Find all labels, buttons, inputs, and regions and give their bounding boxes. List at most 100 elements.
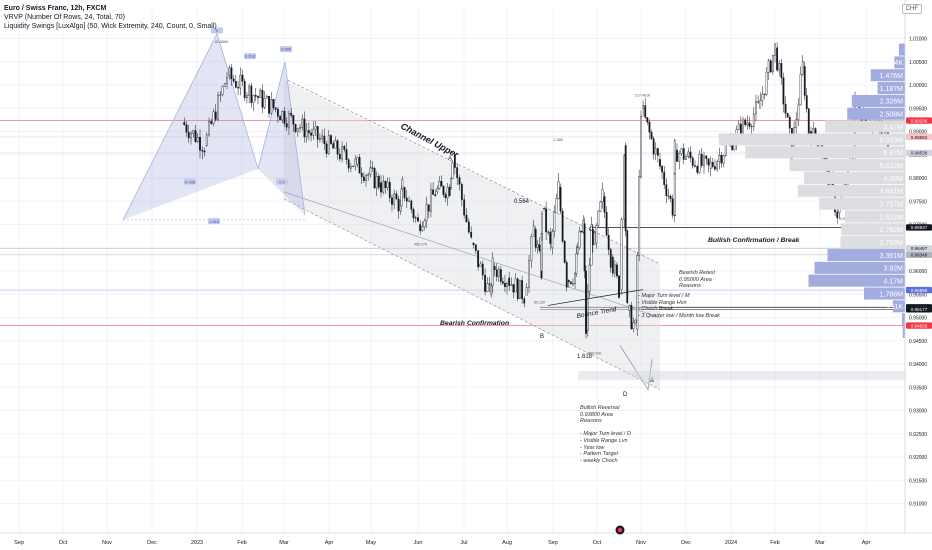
candle-body [618, 275, 620, 298]
candle-body [375, 176, 378, 189]
candle-body [561, 210, 564, 242]
bearish-confirmation-label: Bearish Confirmation [440, 320, 509, 327]
volume-profile-row [841, 223, 905, 236]
candle-body [292, 115, 295, 125]
candle-body [288, 113, 290, 128]
candle-body [423, 220, 426, 227]
candle-body [283, 110, 286, 124]
candle-body [354, 158, 357, 167]
x-tick-label: May [366, 540, 377, 546]
candle-body [199, 137, 201, 151]
candle-body [208, 121, 210, 136]
candle-body [682, 148, 685, 160]
candle-body [314, 126, 317, 130]
candle-body [491, 257, 494, 287]
candle-body [676, 149, 678, 162]
x-tick-label: Mar [815, 540, 825, 546]
candle-body [590, 224, 593, 266]
candle-body [484, 274, 487, 292]
symbol-title[interactable]: Euro / Swiss Franc, 12h, FXCM [4, 5, 107, 12]
volume-profile-row [892, 300, 905, 313]
y-tick-label: 1.01000 [909, 37, 927, 43]
volume-profile-label: 6.97M [884, 150, 904, 157]
candle-body [769, 60, 772, 73]
y-tick-label: 0.91500 [909, 478, 927, 484]
candle-body [574, 272, 576, 284]
candle-body [771, 54, 774, 73]
liquidity-swing-label: 465.07K [414, 242, 428, 246]
candle-body [786, 113, 789, 118]
candle-body [434, 194, 437, 197]
candle-body [795, 119, 798, 128]
candle-body [228, 67, 231, 76]
bearish-retest-note: Bearish Retest 0.95000 Area Reasons [679, 270, 716, 290]
candle-body [700, 153, 703, 166]
candle-body [656, 148, 659, 156]
point-b-label: B [540, 334, 544, 340]
candle-body [281, 110, 284, 121]
candle-body [472, 242, 475, 245]
candle-body [341, 146, 343, 160]
volume-profile-label: 5.022M [880, 163, 904, 170]
candle-body [757, 101, 760, 103]
pattern-ratio-label: 0.786 [185, 179, 196, 184]
volume-profile-label: 2.508M [880, 112, 904, 119]
liquidity-swings-indicator-label[interactable]: Liquidity Swings [LuxAlgo] (50, Wick Ext… [4, 23, 217, 30]
candle-body [761, 93, 764, 101]
candle-body [630, 305, 633, 330]
candle-body [327, 135, 330, 154]
candle-body [778, 63, 781, 71]
candle-body [460, 184, 463, 200]
candle-body [696, 166, 699, 173]
bullish-confirmation-label: Bullish Confirmation / Break [708, 237, 801, 244]
pattern-ratio-box [184, 178, 196, 185]
candle-body [716, 161, 719, 170]
currency-badge[interactable]: CHF [901, 4, 922, 14]
candle-body [601, 189, 604, 203]
volume-profile-row [898, 43, 905, 56]
candle-body [259, 90, 262, 98]
candle-body [336, 140, 339, 155]
candle-body [401, 178, 404, 190]
candle-body [519, 280, 521, 300]
price-badge-label: 0.99236 [911, 118, 928, 123]
candle-body [425, 204, 428, 222]
volume-profile-row [797, 184, 905, 197]
candle-body [254, 95, 257, 97]
candle-body [241, 74, 244, 82]
candle-body [549, 232, 552, 244]
volume-profile-row [745, 146, 905, 159]
price-badge [906, 322, 932, 329]
liquidity-swing-label: 1.18M [553, 138, 563, 142]
candle-body [497, 269, 500, 277]
candle-body [669, 196, 672, 199]
candle-body [659, 159, 661, 167]
volume-profile-label: 8.053M [880, 137, 904, 144]
candle-body [252, 95, 255, 103]
candle-body [599, 201, 602, 212]
candle-body [514, 278, 517, 293]
candle-body [451, 162, 454, 179]
candle-body [698, 153, 701, 173]
point-a-label: A [448, 156, 452, 162]
candle-body [301, 118, 304, 128]
pattern-ratio-label: X [216, 28, 219, 33]
candle-body [671, 198, 674, 216]
projection-path [619, 345, 653, 391]
candle-body [467, 221, 470, 233]
candle-body [613, 264, 616, 274]
candle-body [430, 189, 432, 212]
candle-body [694, 165, 696, 167]
candle-body [440, 181, 443, 187]
vrvp-indicator-label[interactable]: VRVP (Number Of Rows, 24, Total, 70) [4, 14, 125, 21]
candle-body [644, 105, 647, 118]
candle-body [261, 90, 264, 108]
candle-body [510, 284, 513, 286]
candle-body [477, 250, 480, 268]
candle-body [369, 167, 372, 175]
candle-body [506, 283, 508, 287]
candle-body [652, 138, 655, 155]
candle-body [624, 145, 627, 232]
candle-body [512, 284, 515, 293]
